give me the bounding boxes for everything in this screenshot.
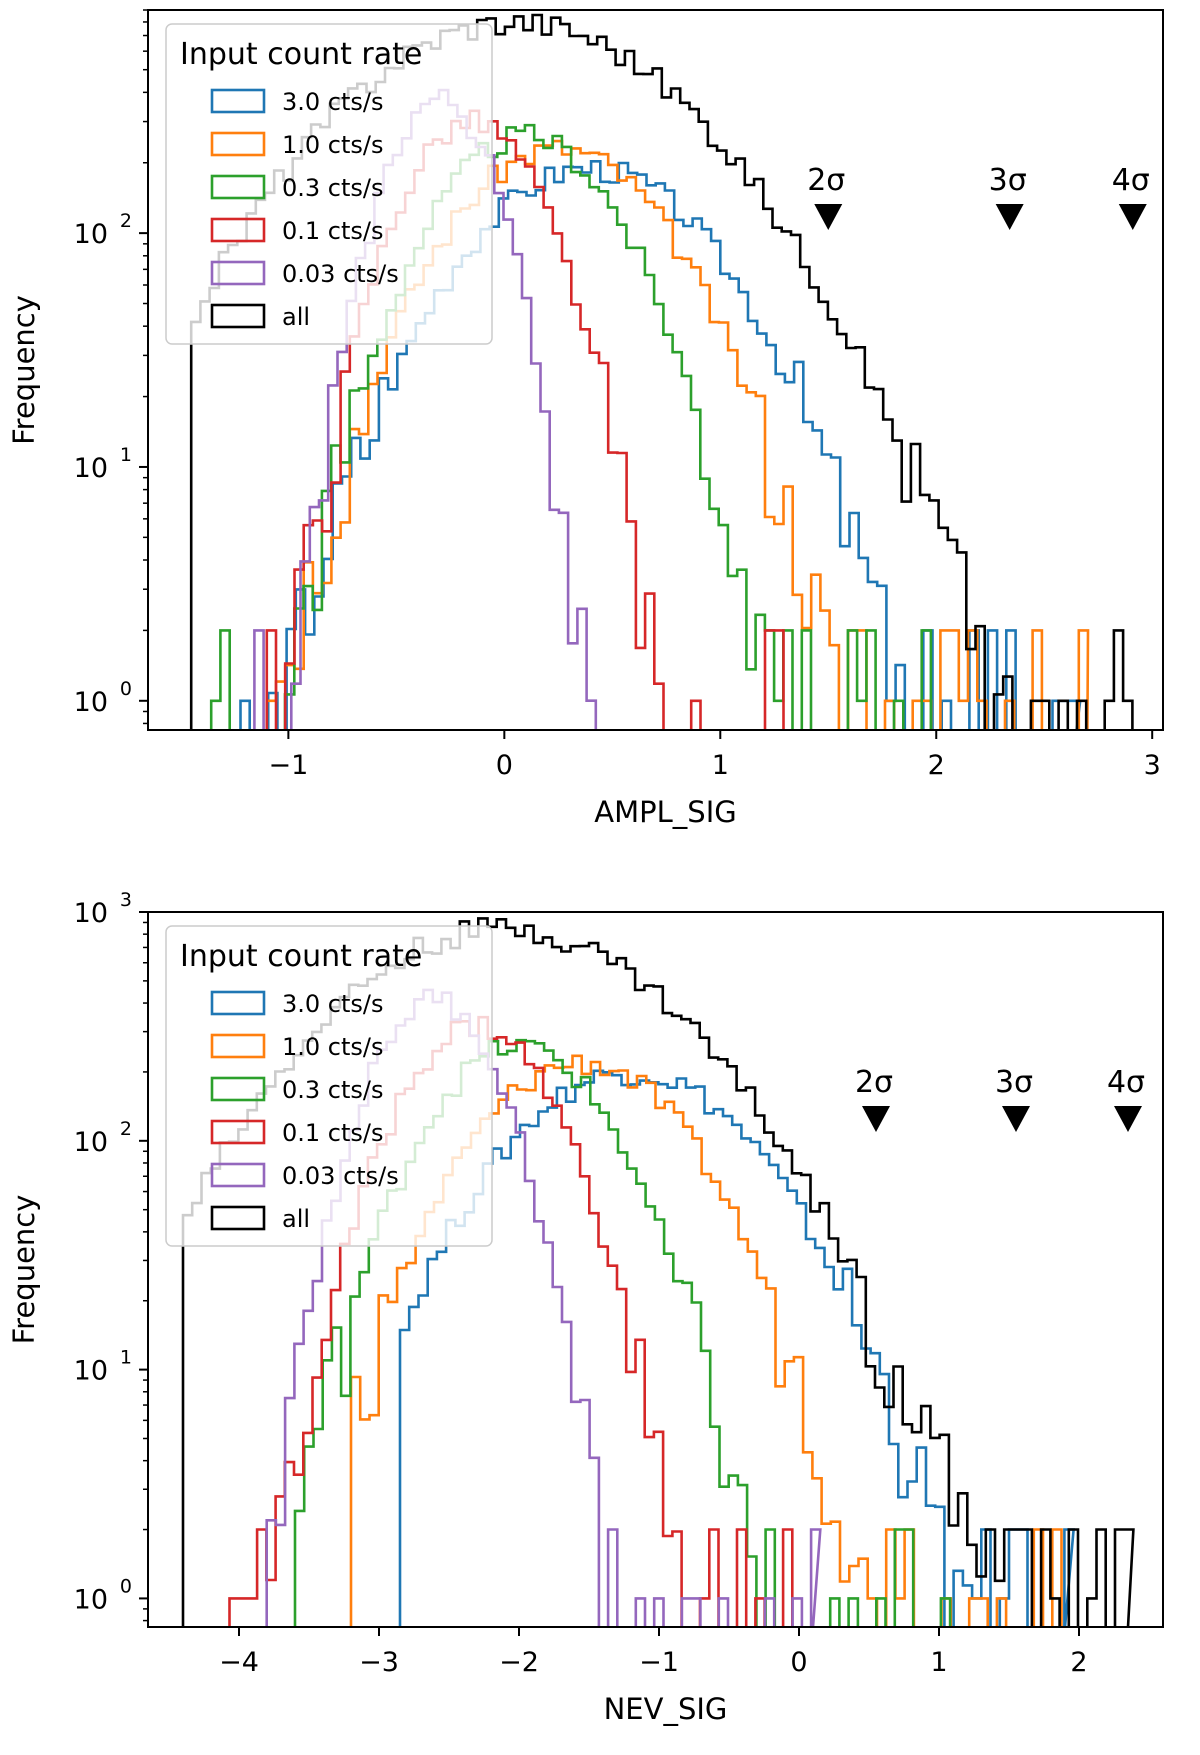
bottom-y-tick-exponent: 2 [120, 1118, 132, 1140]
bottom-legend-swatch [210, 990, 266, 1016]
top-x-tick-label: 0 [496, 750, 513, 781]
top-y-axis-title: Frequency [7, 295, 41, 445]
top-y-tick-label: 10 [74, 219, 108, 250]
top-sigma-label-4: 4σ [1112, 163, 1150, 198]
bottom-series-0-1-cts-s [209, 1015, 823, 1627]
top-legend-swatch [210, 303, 266, 329]
top-sigma-marker-2 [814, 204, 843, 230]
top-x-tick-label: 1 [712, 750, 729, 781]
top-x-tick-label: −1 [268, 750, 308, 781]
top-y-tick-label: 10 [74, 687, 108, 718]
top-sigma-label-3: 3σ [989, 163, 1027, 198]
top-x-tick-label: 2 [928, 750, 945, 781]
top-y-tick-exponent: 2 [120, 210, 132, 232]
bottom-legend-label: 1.0 cts/s [282, 1033, 384, 1061]
bottom-sigma-marker-2 [862, 1106, 890, 1132]
bottom-y-axis-title: Frequency [7, 1195, 41, 1345]
bottom-legend-swatch [210, 1162, 266, 1188]
bottom-sigma-label-4: 4σ [1107, 1065, 1145, 1100]
bottom-legend: Input count rate 3.0 cts/s 1.0 cts/s 0.3 ct… [165, 925, 493, 1247]
bottom-sigma-label-3: 3σ [995, 1065, 1033, 1100]
top-legend-label: 1.0 cts/s [282, 131, 384, 159]
bottom-axes-frame [147, 911, 1164, 1628]
top-sigma-marker-4 [1118, 204, 1147, 230]
bottom-x-tick-label: 2 [1070, 1647, 1087, 1678]
top-x-axis-title: AMPL_SIG [594, 795, 736, 829]
bottom-y-tick-label: 10 [74, 1127, 108, 1158]
bottom-legend-box [165, 925, 493, 1247]
bottom-x-axis-title: NEV_SIG [604, 1692, 728, 1726]
bottom-legend-swatch [210, 1119, 266, 1145]
bottom-x-tick-label: −3 [359, 1647, 399, 1678]
top-histogram-panel: 2σ 3σ 4σ −1 0 1 2 3 10 0 10 1 10 2 AMPL_SIG Frequency In… [7, 9, 1164, 829]
top-y-tick-exponent: 1 [120, 444, 132, 466]
bottom-legend-swatch [210, 1205, 266, 1231]
top-legend-label: 3.0 cts/s [282, 88, 384, 116]
top-legend-box [165, 23, 493, 345]
top-legend-label: 0.1 cts/s [282, 217, 384, 245]
bottom-x-tick-label: 1 [930, 1647, 947, 1678]
bottom-legend-label: all [282, 1205, 310, 1233]
bottom-y-tick-exponent: 3 [120, 889, 132, 911]
top-legend-swatch [210, 88, 266, 114]
bottom-legend-label: 0.1 cts/s [282, 1119, 384, 1147]
top-legend-swatch [210, 260, 266, 286]
top-series-0-1-cts-s [265, 109, 788, 730]
bottom-x-tick-label: −2 [499, 1647, 539, 1678]
bottom-y-tick-label: 10 [74, 898, 108, 929]
top-legend-label: 0.3 cts/s [282, 174, 384, 202]
top-legend-swatch [210, 217, 266, 243]
bottom-sigma-marker-4 [1114, 1106, 1142, 1132]
bottom-legend-title: Input count rate [180, 939, 422, 974]
bottom-y-tick-exponent: 1 [120, 1347, 132, 1369]
bottom-histogram-panel: 2σ 3σ 4σ −4 −3 −2 −1 0 1 2 10 0 10 1 10 2 10 3 NEV_SIG Freq… [7, 889, 1164, 1726]
bottom-series-3-0-cts-s [398, 1069, 1076, 1627]
top-y-tick-exponent: 0 [120, 678, 132, 700]
top-legend: Input count rate 3.0 cts/s 1.0 cts/s 0.3 ct… [165, 23, 493, 345]
top-legend-swatch [210, 131, 266, 157]
top-y-tick-label: 10 [74, 453, 108, 484]
top-sigma-marker-3 [995, 204, 1024, 230]
top-legend-title: Input count rate [180, 37, 422, 72]
top-axes-frame [147, 9, 1164, 731]
top-series-3-0-cts-s [211, 160, 1082, 730]
bottom-x-tick-label: 0 [790, 1647, 807, 1678]
bottom-legend-label: 0.3 cts/s [282, 1076, 384, 1104]
bottom-legend-label: 3.0 cts/s [282, 990, 384, 1018]
bottom-y-tick-label: 10 [74, 1584, 108, 1615]
top-legend-label: 0.03 cts/s [282, 260, 399, 288]
top-sigma-label-2: 2σ [807, 163, 845, 198]
bottom-x-tick-label: −1 [639, 1647, 679, 1678]
top-legend-swatch [210, 174, 266, 200]
bottom-y-tick-exponent: 0 [120, 1575, 132, 1597]
bottom-legend-swatch [210, 1033, 266, 1059]
bottom-sigma-marker-3 [1002, 1106, 1030, 1132]
bottom-sigma-label-2: 2σ [855, 1065, 893, 1100]
bottom-legend-swatch [210, 1076, 266, 1102]
bottom-x-tick-label: −4 [219, 1647, 259, 1678]
bottom-y-tick-label: 10 [74, 1356, 108, 1387]
top-legend-label: all [282, 303, 310, 331]
bottom-legend-label: 0.03 cts/s [282, 1162, 399, 1190]
top-x-tick-label: 3 [1144, 750, 1161, 781]
